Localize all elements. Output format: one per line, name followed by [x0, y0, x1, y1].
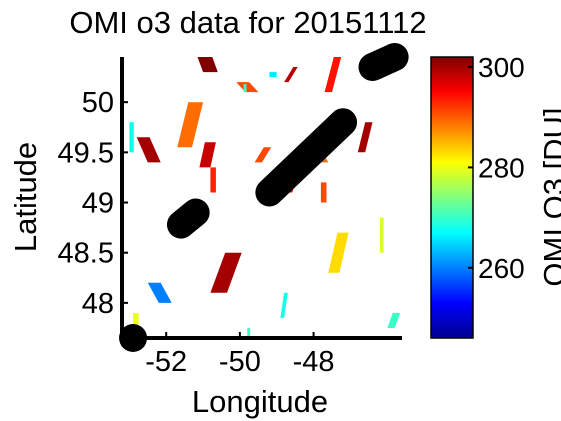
o3-pixel-14	[320, 182, 327, 203]
o3-pixel-5	[269, 72, 277, 78]
x-axis-label: Longitude	[192, 384, 328, 419]
o3-pixel-15	[357, 122, 373, 153]
o3-pixel-11	[254, 147, 272, 163]
no-data-stroke-2	[166, 198, 210, 239]
o3-pixel-8	[129, 122, 134, 153]
o3-pixel-24	[387, 312, 401, 328]
y-tick-label: 49	[82, 188, 114, 220]
o3-pixel-layer	[129, 57, 401, 338]
chart-title: OMI o3 data for 20151112	[69, 5, 426, 40]
colorbar-tick-label: 260	[478, 253, 525, 284]
x-tick-label: -48	[293, 346, 335, 378]
o3-pixel-18	[210, 252, 242, 293]
o3-pixel-10	[210, 167, 216, 193]
y-tick-label: 50	[82, 87, 114, 119]
o3-pixel-7	[136, 137, 161, 163]
colorbar-tick-label: 300	[478, 52, 525, 83]
y-axis-label: Latitude	[8, 142, 43, 252]
o3-pixel-23	[379, 217, 384, 253]
colorbar-tick-label: 280	[478, 152, 525, 183]
o3-pixel-3	[284, 67, 298, 83]
plot-area	[119, 43, 409, 352]
colorbar-label: OMI O3 [DU]	[537, 107, 561, 286]
o3-pixel-4	[324, 57, 342, 93]
colorbar-gradient	[430, 56, 474, 339]
colorbar-ticks: 260 280 300	[468, 52, 525, 284]
no-data-stroke-0	[358, 43, 409, 82]
o3-pixel-0	[197, 57, 218, 73]
o3-pixel-20	[247, 328, 251, 338]
colorbar: 260 280 300 OMI O3 [DU]	[430, 52, 561, 339]
x-tick-label: -52	[145, 346, 187, 378]
y-tick-label: 48	[82, 288, 114, 320]
x-axis-ticks: -52 -50 -48	[145, 332, 335, 378]
y-axis-ticks: 48 48.5 49 49.5 50	[58, 87, 128, 320]
no-data-stroke-1	[255, 108, 358, 207]
o3-pixel-21	[280, 292, 288, 318]
o3-pixel-22	[328, 232, 349, 273]
o3-pixel-9	[199, 142, 216, 168]
o3-pixel-1	[236, 82, 259, 93]
y-tick-label: 49.5	[58, 137, 114, 169]
o3-pixel-2	[243, 84, 247, 93]
o3-pixel-6	[177, 102, 204, 148]
o3-pixel-16	[147, 282, 172, 303]
y-tick-label: 48.5	[58, 238, 114, 270]
x-tick-label: -50	[219, 346, 261, 378]
